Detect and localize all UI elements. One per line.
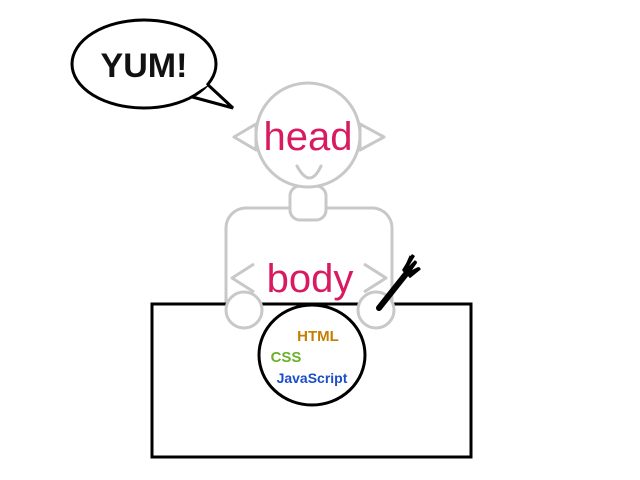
plate-item-javascript: JavaScript — [277, 370, 348, 386]
speech-bubble-shape — [70, 18, 218, 110]
fork-icon — [376, 254, 421, 311]
speech-bubble: YUM! — [70, 18, 235, 110]
plate: HTML CSS JavaScript — [257, 303, 367, 407]
body-label: body — [267, 257, 354, 301]
plate-item-css: CSS — [271, 349, 302, 366]
right-ear — [358, 122, 386, 152]
plate-item-html: HTML — [297, 328, 339, 345]
speech-bubble-text: YUM! — [101, 47, 188, 85]
smile — [295, 164, 323, 180]
plate-outline — [257, 303, 367, 407]
head: head — [232, 81, 386, 189]
left-ear — [232, 122, 258, 152]
left-hand — [224, 290, 264, 330]
torso — [224, 184, 394, 330]
body-brackets — [230, 262, 388, 294]
neck — [288, 184, 328, 222]
head-label: head — [264, 115, 353, 159]
